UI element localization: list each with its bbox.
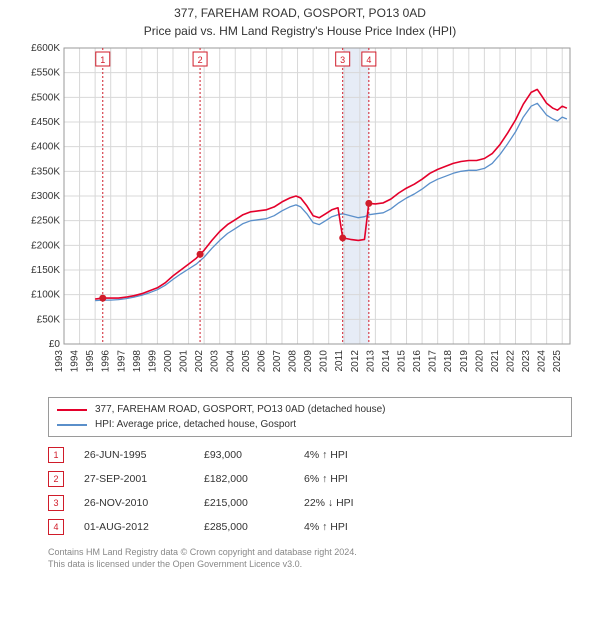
sale-marker-box: 2 [48, 471, 64, 487]
sales-row: 2 27-SEP-2001 £182,000 6% ↑ HPI [48, 467, 572, 491]
legend-swatch [57, 409, 87, 411]
svg-text:1999: 1999 [147, 350, 158, 373]
svg-text:1997: 1997 [116, 350, 127, 373]
svg-text:2007: 2007 [272, 350, 283, 373]
svg-text:2018: 2018 [443, 350, 454, 373]
sale-date: 27-SEP-2001 [84, 473, 184, 485]
svg-text:2023: 2023 [521, 350, 532, 373]
attribution-footer: Contains HM Land Registry data © Crown c… [48, 547, 572, 570]
legend-swatch [57, 424, 87, 426]
svg-text:2025: 2025 [552, 350, 563, 373]
svg-text:2004: 2004 [225, 350, 236, 373]
sale-date: 26-NOV-2010 [84, 497, 184, 509]
svg-text:2008: 2008 [288, 350, 299, 373]
price-vs-hpi-chart: £0 £50K £100K £150K £200K £250K £300K £350K £400… [20, 42, 580, 382]
svg-text:1998: 1998 [132, 350, 143, 373]
sale-date: 26-JUN-1995 [84, 449, 184, 461]
svg-text:2022: 2022 [506, 350, 517, 373]
svg-text:2015: 2015 [397, 350, 408, 373]
svg-text:£200K: £200K [31, 240, 60, 251]
svg-text:1994: 1994 [70, 350, 81, 373]
svg-text:2010: 2010 [319, 350, 330, 373]
svg-text:2019: 2019 [459, 350, 470, 373]
svg-text:1993: 1993 [54, 350, 65, 373]
svg-text:2011: 2011 [334, 350, 345, 372]
svg-text:2002: 2002 [194, 350, 205, 373]
legend: 377, FAREHAM ROAD, GOSPORT, PO13 0AD (de… [48, 397, 572, 437]
svg-text:£500K: £500K [31, 92, 60, 103]
svg-text:3: 3 [340, 55, 345, 65]
svg-text:£100K: £100K [31, 290, 60, 301]
legend-item-hpi: HPI: Average price, detached house, Gosp… [57, 419, 563, 430]
sale-diff: 4% ↑ HPI [304, 521, 404, 533]
legend-label: 377, FAREHAM ROAD, GOSPORT, PO13 0AD (de… [95, 404, 386, 415]
legend-item-subject: 377, FAREHAM ROAD, GOSPORT, PO13 0AD (de… [57, 404, 563, 415]
svg-text:1995: 1995 [85, 350, 96, 373]
svg-text:2003: 2003 [210, 350, 221, 373]
svg-text:2021: 2021 [490, 350, 501, 373]
svg-text:2012: 2012 [350, 350, 361, 373]
svg-text:2005: 2005 [241, 350, 252, 373]
sale-marker-box: 3 [48, 495, 64, 511]
svg-text:2013: 2013 [365, 350, 376, 373]
svg-text:£150K: £150K [31, 265, 60, 276]
svg-text:2017: 2017 [428, 350, 439, 373]
svg-text:£300K: £300K [31, 191, 60, 202]
svg-text:£0: £0 [49, 339, 61, 350]
svg-text:2020: 2020 [474, 350, 485, 373]
sale-price: £285,000 [204, 521, 284, 533]
svg-text:1996: 1996 [101, 350, 112, 373]
svg-text:£250K: £250K [31, 216, 60, 227]
svg-text:2009: 2009 [303, 350, 314, 373]
sale-date: 01-AUG-2012 [84, 521, 184, 533]
svg-text:2: 2 [198, 55, 203, 65]
svg-text:£50K: £50K [37, 314, 61, 325]
legend-label: HPI: Average price, detached house, Gosp… [95, 419, 296, 430]
svg-text:£450K: £450K [31, 117, 60, 128]
svg-text:£350K: £350K [31, 166, 60, 177]
svg-text:£550K: £550K [31, 68, 60, 79]
svg-text:1: 1 [100, 55, 105, 65]
svg-text:2024: 2024 [537, 350, 548, 373]
sale-diff: 22% ↓ HPI [304, 497, 404, 509]
svg-text:2016: 2016 [412, 350, 423, 373]
sale-diff: 6% ↑ HPI [304, 473, 404, 485]
svg-text:2000: 2000 [163, 350, 174, 373]
sale-price: £182,000 [204, 473, 284, 485]
svg-text:£600K: £600K [31, 43, 60, 54]
svg-text:2001: 2001 [179, 350, 190, 373]
chart-title-sub: Price paid vs. HM Land Registry's House … [0, 24, 600, 38]
sale-marker-box: 1 [48, 447, 64, 463]
sale-diff: 4% ↑ HPI [304, 449, 404, 461]
svg-text:£400K: £400K [31, 142, 60, 153]
sale-marker-box: 4 [48, 519, 64, 535]
sales-row: 4 01-AUG-2012 £285,000 4% ↑ HPI [48, 515, 572, 539]
sales-table: 1 26-JUN-1995 £93,000 4% ↑ HPI 2 27-SEP-… [48, 443, 572, 539]
sale-price: £93,000 [204, 449, 284, 461]
svg-text:2014: 2014 [381, 350, 392, 373]
sales-row: 3 26-NOV-2010 £215,000 22% ↓ HPI [48, 491, 572, 515]
chart-title-main: 377, FAREHAM ROAD, GOSPORT, PO13 0AD [0, 6, 600, 20]
sale-price: £215,000 [204, 497, 284, 509]
footer-line: Contains HM Land Registry data © Crown c… [48, 547, 572, 559]
svg-text:2006: 2006 [256, 350, 267, 373]
footer-line: This data is licensed under the Open Gov… [48, 559, 572, 571]
sales-row: 1 26-JUN-1995 £93,000 4% ↑ HPI [48, 443, 572, 467]
svg-text:4: 4 [366, 55, 371, 65]
